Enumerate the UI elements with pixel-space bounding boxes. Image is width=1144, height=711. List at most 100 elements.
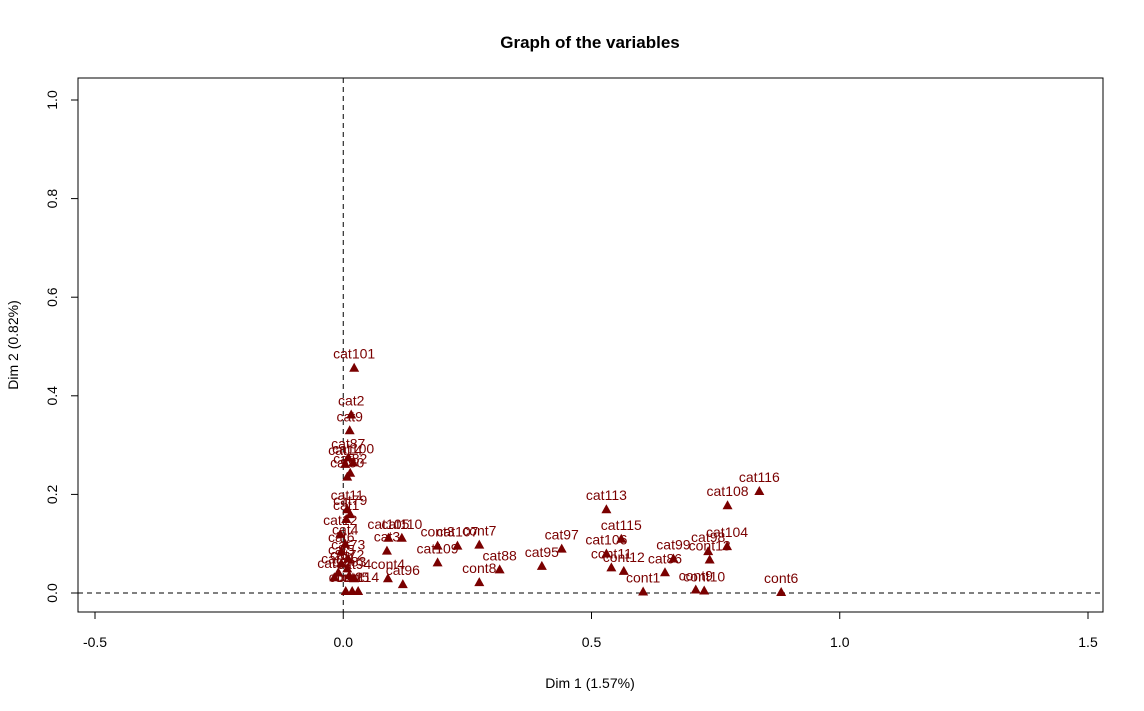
data-point-label: cat100 [332,440,374,456]
x-tick-label: 0.5 [582,634,602,650]
data-point-label: cat6 [328,529,355,545]
data-point-marker [722,541,733,551]
data-point-marker [344,425,355,435]
y-tick-label: 1.0 [44,90,60,110]
data-point-label: cont14 [337,569,379,585]
data-point-label: cat96 [386,562,420,578]
data-point-marker [343,553,354,563]
data-point-marker [340,538,351,548]
data-point-label: cat3 [374,529,401,545]
data-point-label: cat106 [585,532,627,548]
data-point-label: cat98 [691,529,725,545]
data-point-label: cat11 [331,487,364,503]
data-point-marker [383,532,394,542]
data-point-marker [349,362,360,372]
chart-title: Graph of the variables [500,33,680,52]
data-point-label: cont13 [689,537,731,553]
data-point-label: cat110 [381,516,422,532]
data-point-marker [722,500,733,510]
data-point-marker [601,504,612,514]
data-point-label: cont3 [420,524,454,540]
data-point-label: cat73 [331,536,365,552]
data-point-label: cont5 [335,569,369,585]
data-point-label: cat94 [337,556,371,572]
data-point-marker [606,562,617,572]
data-point-label: cat92 [317,555,351,571]
data-point-label: cont11 [591,545,632,561]
data-point-marker [348,457,359,467]
data-point-label: cat72 [330,546,364,562]
data-point-marker [432,557,443,567]
data-point-marker [452,540,463,550]
data-point-marker [776,587,787,597]
data-point-label: cat116 [739,469,780,485]
data-point-marker [329,572,340,582]
data-point-marker [382,573,393,583]
x-tick-label: 0.0 [334,634,354,650]
y-tick-label: 0.6 [44,287,60,307]
y-tick-label: 0.2 [44,484,60,504]
data-point-marker [342,563,353,573]
x-tick-label: 1.0 [830,634,850,650]
y-axis-label: Dim 2 (0.82%) [5,300,21,389]
data-point-label: cat12 [323,512,357,528]
x-axis-label: Dim 1 (1.57%) [545,675,634,691]
data-point-label: cat104 [706,524,748,540]
axes: -0.5 0.0 0.5 1.0 1.5 0.0 0.2 0.4 0.6 0.8 1.0 [44,90,1098,650]
data-point-label: cont1 [626,570,660,586]
data-point-marker [353,586,364,596]
data-point-marker [754,485,765,495]
data-point-marker [474,539,485,549]
data-point-marker [346,409,357,419]
data-point-label: cat113 [586,487,627,503]
data-point-label: cat107 [436,524,478,540]
data-point-label: cat80 [330,455,364,471]
data-point-label: cat79 [333,492,367,508]
data-point-label: cat83 [332,553,366,569]
y-tick-label: 0.0 [44,583,60,603]
data-point-marker [336,558,347,568]
data-point-marker [690,584,701,594]
data-point-marker [396,532,407,542]
data-point-marker [333,567,344,577]
data-point-marker [601,548,612,558]
x-tick-label: 1.5 [1078,634,1098,650]
data-point-label: cat95 [525,544,559,560]
data-point-marker [494,564,505,574]
data-point-marker [659,567,670,577]
data-point-marker [349,573,360,583]
data-point-label: cont9 [679,568,713,584]
data-point-marker [432,540,443,550]
data-point-marker [340,458,351,468]
data-point-marker [397,579,408,589]
data-point-marker [618,565,629,575]
data-point-label: cat9 [336,408,363,424]
y-tick-label: 0.4 [44,386,60,406]
data-point-label: cat99 [656,536,690,552]
data-point-label: cat81 [321,550,355,566]
data-point-marker [704,554,715,564]
data-point-label: cont2 [329,569,363,585]
data-point-label: cat82 [333,451,367,467]
data-point-marker [699,585,710,595]
data-point-marker [336,546,347,556]
data-point-label: cat97 [545,527,579,543]
data-point-marker [668,553,679,563]
data-point-marker [616,533,627,543]
data-point-marker [638,586,649,596]
data-point-marker [342,471,353,481]
data-point-label: cat14 [328,442,362,458]
data-point-marker [340,586,351,596]
data-point-label: cont6 [764,570,798,586]
data-point-label: cont4 [371,556,405,572]
data-point-label: cat87 [331,435,365,451]
data-point-marker [341,514,352,524]
data-point-label: cont7 [462,523,496,539]
data-point-marker [344,570,355,580]
data-point-label: cont12 [603,549,645,565]
data-point-label: cat105 [367,516,409,532]
data-point-label: cont8 [462,560,496,576]
data-point-label: cat1 [333,497,360,513]
data-point-marker [345,509,356,519]
